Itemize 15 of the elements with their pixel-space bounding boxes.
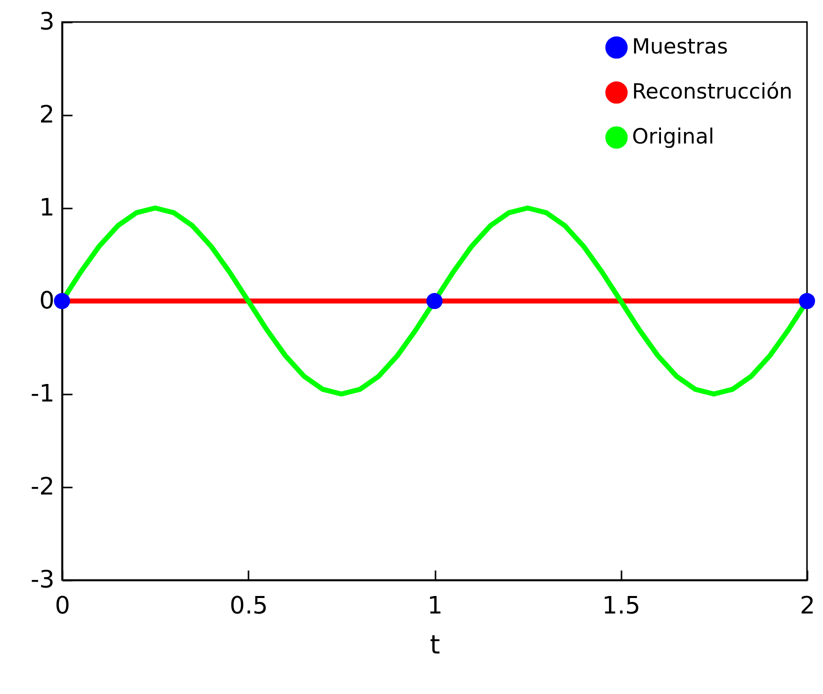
y-tick-label: -1	[30, 380, 54, 408]
y-tick-label: -2	[30, 472, 54, 500]
y-tick-label: 3	[39, 8, 54, 36]
x-tick-label: 0.5	[230, 592, 268, 620]
x-tick-label: 1.5	[602, 592, 640, 620]
legend-label: Reconstrucción	[632, 80, 792, 104]
y-tick-label: -3	[30, 566, 54, 594]
y-tick-label: 2	[39, 100, 54, 128]
x-tick-label: 1	[427, 592, 443, 620]
legend-label: Original	[632, 124, 714, 148]
legend-label: Muestras	[632, 34, 728, 58]
x-tick-label: 2	[800, 592, 816, 620]
y-tick-label: 0	[39, 286, 54, 314]
x-axis-title: t	[430, 630, 440, 660]
y-tick-label: 1	[39, 194, 54, 222]
